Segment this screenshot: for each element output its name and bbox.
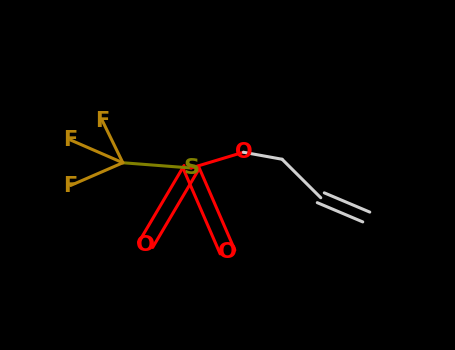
Text: F: F	[63, 130, 78, 150]
Text: O: O	[218, 242, 237, 262]
Text: F: F	[95, 111, 110, 131]
Text: O: O	[136, 235, 155, 255]
Text: O: O	[235, 142, 252, 162]
Text: S: S	[183, 158, 199, 178]
Text: F: F	[63, 175, 78, 196]
